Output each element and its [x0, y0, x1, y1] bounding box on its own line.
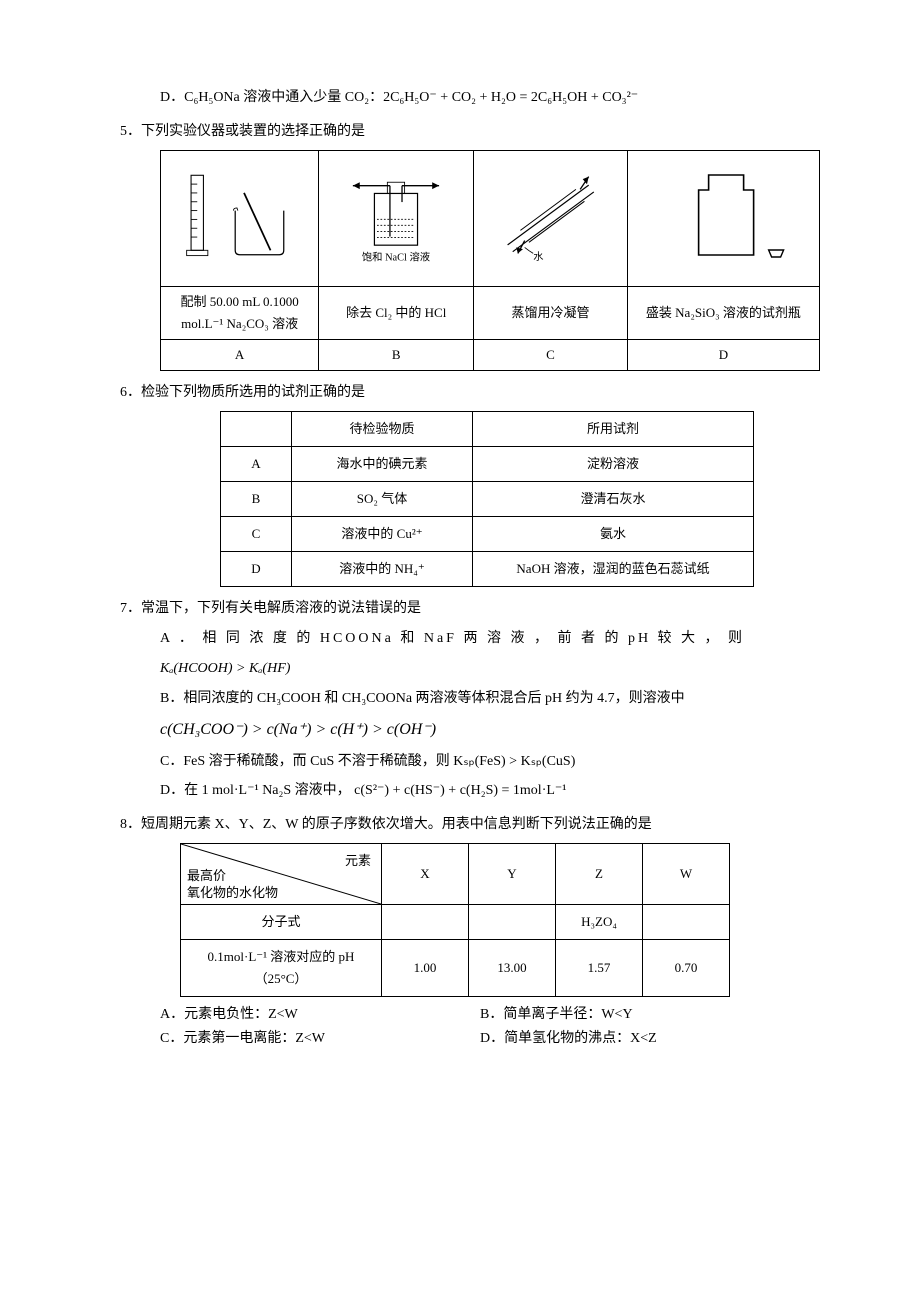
q8-optD: D．简单氢化物的沸点：X<Z [480, 1027, 740, 1051]
q8-r1-W [643, 905, 730, 940]
q6-h0 [221, 411, 292, 446]
q6-r2c1: 溶液中的 Cu²⁺ [292, 517, 473, 552]
q5-captionD: 盛装 Na₂SiO₃ 溶液的试剂瓶 [627, 286, 819, 339]
q6-r3c0: D [221, 552, 292, 587]
q8-r1-X [382, 905, 469, 940]
q8-r1-label: 分子式 [181, 905, 382, 940]
q6-r0c2: 淀粉溶液 [473, 446, 754, 481]
q5-letC: C [474, 339, 628, 370]
q5-imgD [627, 150, 819, 286]
q5-table: 饱和 NaCl 溶液 水 [160, 150, 820, 371]
q7-optC: C．FeS 溶于稀硫酸，而 CuS 不溶于稀硫酸，则 Kₛₚ(FeS) > Kₛ… [160, 750, 820, 774]
q6-stem: 6．检验下列物质所选用的试剂正确的是 [120, 381, 820, 405]
q5-captionA: 配制 50.00 mL 0.1000 mol.L⁻¹ Na₂CO₃ 溶液 [161, 286, 319, 339]
q7-optB-1: B．相同浓度的 CH₃COOH 和 CH₃COONa 两溶液等体积混合后 pH … [160, 687, 820, 711]
q8-col-X: X [382, 844, 469, 905]
q8-diag-bot: 最高价氧化物的水化物 [187, 868, 278, 902]
q7-optA-1: A ． 相 同 浓 度 的 HCOONa 和 NaF 两 溶 液 ， 前 者 的… [160, 627, 820, 651]
q6-r1c2: 澄清石灰水 [473, 481, 754, 516]
q8-optC: C．元素第一电离能：Z<W [160, 1027, 420, 1051]
q8-r2-Z: 1.57 [556, 940, 643, 997]
q8-diag-top: 元素 [345, 850, 371, 872]
q5-captionB: 除去 Cl₂ 中的 HCl [319, 286, 474, 339]
q5-imgC: 水 [474, 150, 628, 286]
q6-h2: 所用试剂 [473, 411, 754, 446]
q8-diag: 元素 最高价氧化物的水化物 [181, 844, 382, 905]
q6-r3c1: 溶液中的 NH₄⁺ [292, 552, 473, 587]
q5-imgB: 饱和 NaCl 溶液 [319, 150, 474, 286]
q5-imgA [161, 150, 319, 286]
q6-r2c2: 氨水 [473, 517, 754, 552]
q8-col-W: W [643, 844, 730, 905]
q7-optA-2: Kₐ(HCOOH) > Kₐ(HF) [160, 657, 820, 681]
q6-r1c0: B [221, 481, 292, 516]
q5-stem: 5．下列实验仪器或装置的选择正确的是 [120, 120, 820, 144]
q5-letA: A [161, 339, 319, 370]
q8-r1-Z: H₃ZO₄ [556, 905, 643, 940]
q8-col-Z: Z [556, 844, 643, 905]
q8-r2-label: 0.1mol·L⁻¹ 溶液对应的 pH（25°C） [181, 940, 382, 997]
q6-r3c2: NaOH 溶液，湿润的蓝色石蕊试纸 [473, 552, 754, 587]
q8-table: 元素 最高价氧化物的水化物 X Y Z W 分子式 H₃ZO₄ 0.1mol·L… [180, 843, 730, 997]
q7-optB-2: c(CH₃COO⁻) > c(Na⁺) > c(H⁺) > c(OH⁻) [160, 716, 820, 743]
q8-optA: A．元素电负性：Z<W [160, 1003, 420, 1027]
q7-stem: 7．常温下，下列有关电解质溶液的说法错误的是 [120, 597, 820, 621]
q8-r2-X: 1.00 [382, 940, 469, 997]
q6-r1c1: SO₂ 气体 [292, 481, 473, 516]
q6-r0c0: A [221, 446, 292, 481]
q6-h1: 待检验物质 [292, 411, 473, 446]
q5-captionC: 蒸馏用冷凝管 [474, 286, 628, 339]
q5-letB: B [319, 339, 474, 370]
q5-labelB-text: 饱和 NaCl 溶液 [362, 250, 430, 263]
q4-option-d: D．C₆H₅ONa 溶液中通入少量 CO₂：2C₆H₅O⁻ + CO₂ + H₂… [160, 86, 820, 110]
q8-r2-W: 0.70 [643, 940, 730, 997]
q6-table: 待检验物质 所用试剂 A海水中的碘元素淀粉溶液 BSO₂ 气体澄清石灰水 C溶液… [220, 411, 754, 587]
q5-letD: D [627, 339, 819, 370]
q6-r0c1: 海水中的碘元素 [292, 446, 473, 481]
q6-r2c0: C [221, 517, 292, 552]
q8-stem: 8．短周期元素 X、Y、Z、W 的原子序数依次增大。用表中信息判断下列说法正确的… [120, 813, 820, 837]
q5-labelC-text: 水 [533, 251, 543, 263]
q8-col-Y: Y [469, 844, 556, 905]
q8-r1-Y [469, 905, 556, 940]
q7-optD: D．在 1 mol·L⁻¹ Na₂S 溶液中， c(S²⁻) + c(HS⁻) … [160, 779, 820, 803]
q8-optB: B．简单离子半径：W<Y [480, 1003, 740, 1027]
q8-r2-Y: 13.00 [469, 940, 556, 997]
